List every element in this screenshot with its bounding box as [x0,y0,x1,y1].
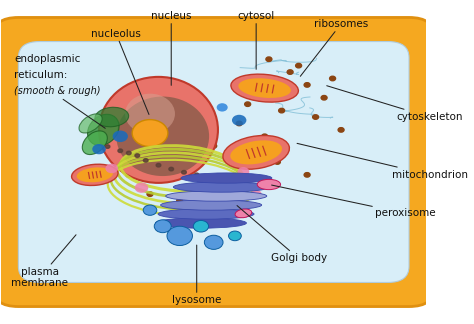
Circle shape [181,141,187,145]
Ellipse shape [161,200,262,210]
Ellipse shape [238,78,291,98]
Text: ribosomes: ribosomes [301,19,368,76]
Circle shape [92,144,106,154]
Circle shape [279,108,284,113]
Circle shape [135,182,148,193]
Text: (smooth & rough): (smooth & rough) [14,86,100,96]
Circle shape [132,120,168,146]
Circle shape [296,64,301,68]
Circle shape [251,190,262,198]
Circle shape [147,192,153,196]
Text: peroxisome: peroxisome [272,185,436,218]
Circle shape [118,149,123,153]
Text: nucleolus: nucleolus [91,29,149,114]
Ellipse shape [82,131,107,155]
Circle shape [193,220,209,232]
Ellipse shape [181,173,272,183]
Text: cytoskeleton: cytoskeleton [327,86,463,122]
Ellipse shape [117,97,209,176]
Circle shape [202,205,208,209]
Circle shape [274,160,280,164]
Ellipse shape [99,77,218,183]
Ellipse shape [95,107,128,127]
Circle shape [113,131,128,142]
Ellipse shape [72,164,118,185]
Ellipse shape [125,94,175,134]
Circle shape [144,159,148,162]
Text: Golgi body: Golgi body [237,205,327,263]
Text: nucleus: nucleus [151,11,191,85]
Circle shape [217,103,228,111]
Circle shape [126,173,132,177]
Circle shape [154,220,171,233]
Circle shape [236,121,242,126]
Circle shape [143,205,157,215]
Circle shape [237,167,249,176]
Circle shape [167,226,192,246]
Circle shape [313,115,319,119]
Text: mitochondrion: mitochondrion [297,143,468,180]
Text: endoplasmic: endoplasmic [14,54,81,64]
Circle shape [182,170,186,174]
Ellipse shape [230,140,282,164]
FancyBboxPatch shape [18,41,409,283]
Circle shape [262,134,268,139]
Circle shape [338,128,344,132]
Circle shape [232,115,246,126]
Circle shape [270,89,276,94]
Circle shape [304,173,310,177]
Circle shape [105,145,110,148]
Circle shape [321,96,327,100]
Circle shape [329,76,336,81]
Text: cytosol: cytosol [237,11,275,69]
Text: lysosome: lysosome [172,245,221,305]
Ellipse shape [173,182,269,192]
Circle shape [219,179,225,183]
Circle shape [220,176,225,179]
Ellipse shape [257,179,281,190]
Circle shape [190,153,195,158]
Ellipse shape [79,114,102,133]
Circle shape [232,160,238,164]
Ellipse shape [88,114,119,145]
Ellipse shape [77,168,113,182]
Circle shape [127,151,131,155]
Circle shape [160,128,166,132]
Circle shape [228,231,241,241]
Ellipse shape [166,191,267,201]
Circle shape [245,147,251,151]
Ellipse shape [158,209,254,219]
Circle shape [304,83,310,87]
Circle shape [194,173,199,177]
Ellipse shape [223,135,290,169]
Ellipse shape [235,209,252,218]
Circle shape [211,144,217,148]
Circle shape [204,235,223,249]
Circle shape [147,153,153,158]
Text: plasma
membrane: plasma membrane [11,235,76,288]
Circle shape [169,167,173,171]
Ellipse shape [155,218,246,228]
Circle shape [266,57,272,62]
Circle shape [177,198,182,203]
FancyBboxPatch shape [0,17,435,307]
Circle shape [287,70,293,74]
Circle shape [156,163,161,167]
Circle shape [207,175,212,178]
Circle shape [135,154,140,157]
Circle shape [105,164,118,173]
Ellipse shape [231,74,298,102]
Circle shape [245,102,251,106]
Circle shape [253,76,259,81]
Text: reticulum:: reticulum: [14,70,67,80]
